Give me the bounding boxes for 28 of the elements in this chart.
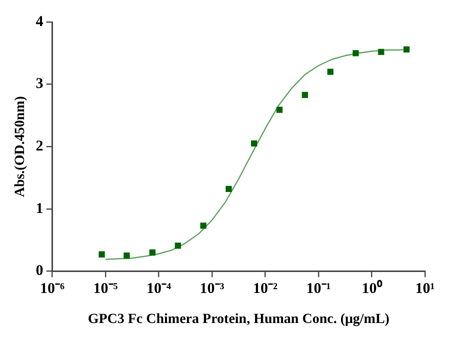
point [276,106,283,113]
point [403,46,410,52]
point [352,50,359,56]
point [327,68,334,75]
x-axis-title: GPC3 Fc Chimera Protein, Human Conc. (μg/mL) [88,312,390,328]
x-tick-label: 10¹ [415,281,435,298]
x-tick-label: 10⁻⁵ [93,281,118,298]
x-tick-label: 10⁻² [253,281,278,298]
point [302,92,308,98]
point [200,222,206,229]
y-tick-label: 1 [36,200,44,217]
y-tick-label: 0 [36,263,44,280]
point [251,140,258,147]
y-tick-label: 3 [36,76,44,92]
x-tick-label: 10⁻¹ [306,281,331,298]
point [174,242,182,249]
y-axis-title: Abs.(OD.450nm) [13,96,28,198]
y-tick-label: 2 [36,138,44,154]
point [378,48,384,55]
y-tick-label: 4 [36,14,44,30]
x-tick-label: 10⁻⁶ [40,281,66,298]
point [98,251,105,258]
x-tick-label: 10⁰ [362,279,383,298]
point [124,252,130,259]
point [226,186,232,192]
x-tick-label: 10⁻³ [200,281,225,298]
x-tick-label: 10⁻⁴ [146,281,172,298]
point [149,249,156,256]
